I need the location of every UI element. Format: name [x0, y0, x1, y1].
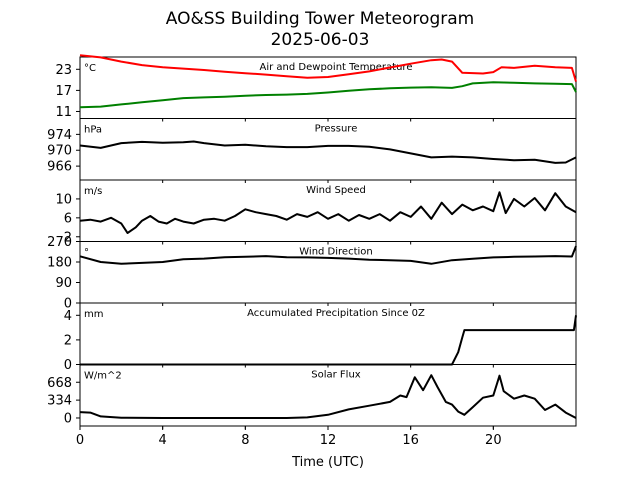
y-tick-label: 90: [55, 276, 72, 291]
panel-unit-label: hPa: [84, 125, 102, 136]
y-tick-label: 668: [47, 376, 72, 391]
series-line-temp: [79, 54, 577, 82]
panel-solar: 0 334 668 W/m^2 Solar Flux: [47, 364, 577, 429]
y-tick-label: 970: [47, 144, 72, 159]
y-tick-label: 0: [64, 297, 72, 312]
panel-unit-label: mm: [84, 309, 103, 320]
y-tick-label: 4: [64, 309, 72, 324]
panel-temp: 11 17 23 °C Air and Dewpoint Temperature: [55, 54, 577, 122]
y-tick-label: 974: [47, 128, 72, 143]
series-line-temp: [79, 81, 577, 109]
y-tick-label: 270: [47, 235, 72, 250]
y-tick-label: 2: [64, 230, 72, 245]
series-line-solar: [79, 374, 577, 419]
y-tick-label: 2: [64, 333, 72, 348]
panel-unit-label: °C: [84, 63, 96, 74]
y-tick-label: 10: [55, 192, 72, 207]
series-line-wdir: [79, 245, 577, 265]
figure-title: AO&SS Building Tower Meteorogram: [166, 9, 474, 29]
y-tick-label: 23: [55, 63, 72, 78]
panel-precip: 0 2 4 mm Accumulated Precipitation Since 0Z: [64, 302, 577, 373]
panel-unit-label: °: [84, 248, 89, 259]
y-tick-label: 17: [55, 84, 72, 99]
panel-title: Wind Speed: [306, 185, 366, 196]
x-tick-label: 8: [241, 433, 249, 448]
panel-title: Accumulated Precipitation Since 0Z: [247, 308, 425, 319]
x-tick-label: 0: [76, 433, 84, 448]
panel-wspd: 2 6 10 m/s Wind Speed: [55, 179, 577, 245]
panel-wdir: 0 90 180 270 ° Wind Direction: [47, 235, 577, 312]
panel-title: Solar Flux: [311, 370, 361, 381]
x-tick-label: 16: [402, 433, 419, 448]
y-tick-label: 6: [64, 211, 72, 226]
series-line-pres: [79, 140, 577, 164]
panel-unit-label: m/s: [84, 186, 102, 197]
x-tick-label: 4: [159, 433, 167, 448]
y-tick-label: 180: [47, 256, 72, 271]
panel-title: Air and Dewpoint Temperature: [260, 62, 413, 73]
panel-title: Wind Direction: [299, 247, 373, 258]
figure-date: 2025-06-03: [271, 30, 370, 50]
x-axis-label: Time (UTC): [291, 455, 364, 470]
y-tick-label: 0: [64, 358, 72, 373]
y-tick-label: 11: [55, 105, 72, 120]
x-axis: 0 4 8 12 16 20: [76, 426, 502, 448]
series-line-precip: [80, 315, 577, 366]
series-line-wspd: [79, 191, 577, 234]
y-tick-label: 966: [47, 160, 72, 175]
x-tick-label: 20: [485, 433, 502, 448]
y-tick-label: 334: [47, 394, 72, 409]
x-tick-label: 12: [320, 433, 337, 448]
panel-title: Pressure: [315, 124, 358, 135]
y-tick-label: 0: [64, 411, 72, 426]
panel-unit-label: W/m^2: [84, 371, 122, 382]
